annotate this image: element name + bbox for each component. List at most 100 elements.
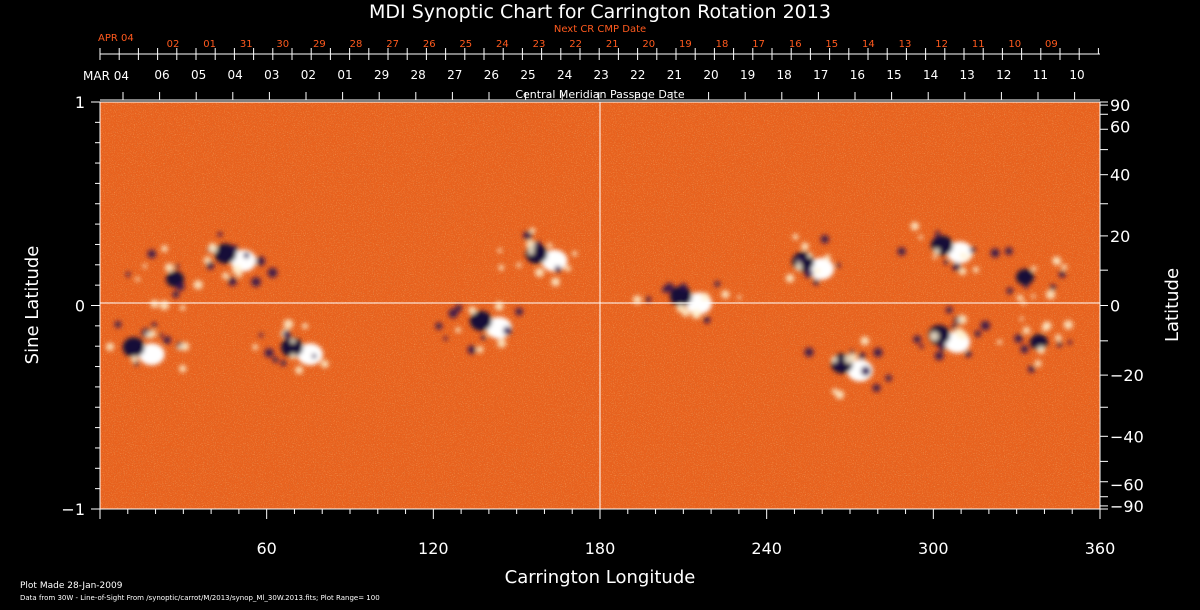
negative-plage (897, 247, 906, 256)
positive-plage (824, 254, 831, 261)
negative-plage (860, 366, 871, 376)
positive-plage (676, 303, 686, 313)
negative-region (214, 243, 237, 264)
positive-plage (301, 323, 309, 330)
next-date-label: 26 (423, 39, 436, 50)
cmp-date-label: 23 (594, 68, 609, 82)
plot-made-note: Plot Made 28-Jan-2009 (20, 581, 123, 591)
negative-plage (172, 291, 180, 298)
positive-plage (231, 264, 242, 275)
positive-plage (529, 227, 536, 234)
negative-plage (435, 322, 443, 330)
negative-region (1029, 334, 1048, 351)
next-date-label: 23 (533, 39, 546, 50)
positive-plage (527, 248, 535, 255)
positive-plage (209, 242, 216, 249)
positive-plage (150, 299, 159, 309)
negative-plage (812, 278, 820, 286)
next-date-label: 17 (752, 39, 765, 50)
positive-plage (972, 266, 979, 273)
positive-plage (957, 314, 968, 325)
negative-plage (503, 326, 512, 336)
positive-plage (1063, 320, 1073, 330)
negative-plage (858, 352, 866, 360)
next-date-label: 31 (240, 39, 253, 50)
positive-plage (290, 338, 296, 344)
cmp-date-label: 05 (191, 68, 206, 82)
positive-plage (958, 267, 967, 276)
positive-plage (807, 252, 813, 259)
negative-plage (480, 334, 487, 341)
positive-plage (814, 268, 821, 275)
negative-plage (133, 360, 139, 366)
negative-plage (1058, 270, 1066, 278)
negative-plage (267, 267, 278, 278)
positive-plage (1061, 264, 1068, 271)
negative-plage (804, 269, 814, 279)
negative-plage (1014, 334, 1023, 343)
negative-plage (872, 383, 881, 392)
negative-plage (554, 265, 562, 273)
negative-region (281, 337, 303, 358)
cmp-date-label: 04 (228, 68, 243, 82)
negative-plage (919, 344, 924, 349)
x-tick-label: 360 (1085, 539, 1116, 558)
positive-plage (1036, 345, 1046, 355)
cmp-date-label: 18 (777, 68, 792, 82)
next-date-label: 16 (789, 39, 802, 50)
negative-plage (151, 322, 157, 328)
cmp-date-label: 15 (886, 68, 901, 82)
start-date: MAR 04 (83, 69, 129, 83)
negative-plage (804, 347, 814, 357)
negative-plage (243, 252, 250, 259)
x-tick-label: 300 (918, 539, 949, 558)
cmp-date-label: 06 (154, 68, 169, 82)
cmp-date-label: 03 (264, 68, 279, 82)
negative-plage (227, 276, 237, 286)
positive-plage (1042, 321, 1052, 331)
negative-plage (714, 281, 721, 287)
x-tick-label: 180 (585, 539, 616, 558)
negative-plage (945, 306, 953, 314)
negative-plage (797, 257, 804, 264)
positive-plage (1031, 294, 1036, 299)
positive-plage (800, 242, 809, 251)
positive-plage (534, 267, 545, 278)
negative-plage (523, 230, 533, 241)
cmp-date-label: 21 (667, 68, 682, 82)
positive-plage (468, 306, 477, 315)
positive-plage (910, 221, 920, 231)
positive-plage (161, 245, 168, 253)
positive-plage (145, 331, 153, 339)
negative-plage (454, 304, 463, 312)
cmp-date-label: 24 (557, 68, 572, 82)
positive-plage (455, 327, 462, 333)
negative-plage (251, 277, 261, 287)
positive-plage (486, 332, 491, 337)
negative-plage (703, 316, 711, 324)
negative-plage (443, 336, 448, 341)
next-start-date: APR 04 (98, 33, 134, 44)
cmp-date-label: 16 (850, 68, 865, 82)
cmp-date-label: 14 (923, 68, 938, 82)
negative-plage (158, 333, 163, 338)
cmp-date-label: 22 (630, 68, 645, 82)
negative-plage (1067, 340, 1072, 345)
positive-plage (564, 265, 572, 272)
positive-plage (960, 252, 967, 260)
cmp-date-label: 12 (996, 68, 1011, 82)
next-date-label: 13 (899, 39, 912, 50)
negative-plage (1056, 341, 1063, 347)
next-date-label: 02 (167, 39, 180, 50)
positive-plage (572, 250, 578, 257)
positive-plage (525, 239, 536, 250)
negative-plage (645, 296, 652, 303)
positive-region (847, 359, 873, 382)
negative-plage (934, 351, 944, 361)
next-date-label: 25 (459, 39, 472, 50)
positive-plage (1019, 316, 1024, 321)
cmp-date-label: 27 (447, 68, 462, 82)
chart-title: MDI Synoptic Chart for Carrington Rotati… (369, 1, 831, 23)
negative-plage (849, 349, 855, 355)
negative-plage (272, 356, 279, 363)
